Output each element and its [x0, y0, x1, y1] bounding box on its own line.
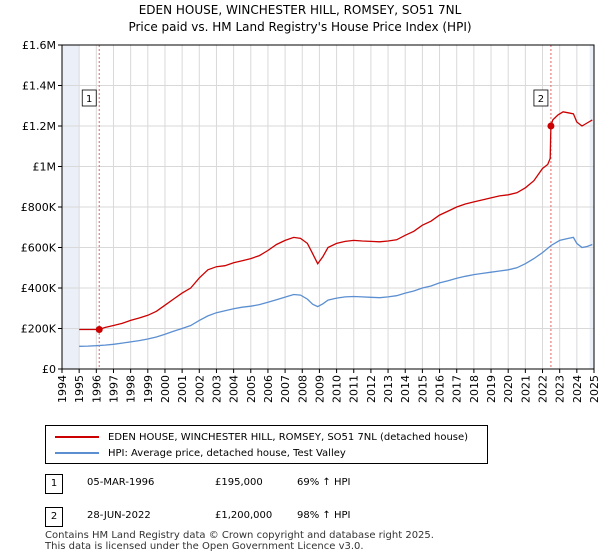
- sale-label-box: [81, 89, 97, 107]
- x-tick-label: 1996: [90, 375, 103, 403]
- chart-title: EDEN HOUSE, WINCHESTER HILL, ROMSEY, SO5…: [138, 3, 462, 17]
- x-tick-label: 2005: [245, 375, 258, 403]
- x-tick-label: 2016: [434, 375, 447, 403]
- sale-price: £195,000: [215, 477, 263, 488]
- chart-subtitle: Price paid vs. HM Land Registry's House …: [128, 20, 472, 34]
- y-tick-label: £1.6M: [22, 39, 56, 52]
- chart-legend: EDEN HOUSE, WINCHESTER HILL, ROMSEY, SO5…: [45, 425, 488, 464]
- x-tick-label: 2006: [262, 375, 275, 403]
- y-tick-label: £1.2M: [22, 120, 56, 133]
- x-tick-label: 2010: [331, 375, 344, 403]
- y-tick-label: £200K: [21, 323, 57, 336]
- x-tick-label: 2008: [296, 375, 309, 403]
- sale-price: £1,200,000: [215, 510, 273, 521]
- legend-item-property: EDEN HOUSE, WINCHESTER HILL, ROMSEY, SO5…: [46, 429, 468, 445]
- x-tick-label: 2021: [519, 375, 532, 403]
- property-price-line: [79, 111, 593, 331]
- sale-point: [95, 326, 103, 334]
- x-tick-label: 2015: [416, 375, 429, 403]
- sale-label-box: [533, 89, 549, 107]
- x-tick-label: 1995: [73, 375, 86, 403]
- footer-copyright: Contains HM Land Registry data © Crown c…: [45, 530, 434, 541]
- y-tick-label: £0: [42, 363, 56, 376]
- x-tick-label: 2020: [502, 375, 515, 403]
- x-tick-label: 2007: [279, 375, 292, 403]
- x-tick-label: 2017: [451, 375, 464, 403]
- sale-hpi-change: 69% ↑ HPI: [297, 477, 351, 488]
- x-tick-label: 2018: [468, 375, 481, 403]
- sale-label: 2: [538, 94, 544, 105]
- x-tick-label: 2019: [485, 375, 498, 403]
- x-tick-label: 1999: [142, 375, 155, 403]
- x-tick-label: 2003: [210, 375, 223, 403]
- x-tick-label: 2025: [588, 375, 600, 403]
- sale-row: 1 05-MAR-1996 £195,000 69% ↑ HPI: [45, 474, 445, 494]
- x-tick-label: 2001: [176, 375, 189, 403]
- legend-item-hpi: HPI: Average price, detached house, Test…: [46, 445, 346, 461]
- sale-label: 1: [86, 94, 92, 105]
- sale-date: 28-JUN-2022: [87, 510, 151, 521]
- property-line-swatch: [55, 436, 99, 438]
- footer-licence: This data is licensed under the Open Gov…: [45, 541, 364, 552]
- x-tick-label: 2024: [571, 375, 584, 403]
- x-tick-label: 2022: [537, 375, 550, 403]
- y-tick-label: £1.4M: [22, 80, 56, 93]
- x-tick-label: 2014: [399, 375, 412, 403]
- x-tick-label: 2012: [365, 375, 378, 403]
- legend-hpi-label: HPI: Average price, detached house, Test…: [108, 447, 346, 459]
- sale-date: 05-MAR-1996: [87, 477, 155, 488]
- x-tick-label: 1998: [125, 375, 138, 403]
- x-tick-label: 2013: [382, 375, 395, 403]
- price-chart: 1 2 £0 £200K £400K £600K £800K £1M £1.2M £1.4M £1.…: [21, 39, 600, 403]
- sale-hpi-change: 98% ↑ HPI: [297, 510, 351, 521]
- x-tick-label: 2002: [193, 375, 206, 403]
- y-tick-label: £400K: [21, 282, 57, 295]
- y-tick-label: £600K: [21, 242, 57, 255]
- footer: Contains HM Land Registry data © Crown c…: [45, 530, 434, 552]
- x-tick-label: 2000: [159, 375, 172, 403]
- hpi-line-swatch: [55, 452, 99, 454]
- x-tick-label: 1997: [107, 375, 120, 403]
- x-tick-label: 2004: [228, 375, 241, 403]
- legend-property-label: EDEN HOUSE, WINCHESTER HILL, ROMSEY, SO5…: [108, 431, 469, 443]
- sale-badge: 1: [45, 474, 63, 494]
- x-tick-label: 1994: [56, 375, 69, 403]
- x-tick-label: 2011: [348, 375, 361, 403]
- y-tick-label: £800K: [21, 201, 57, 214]
- sale-row: 2 28-JUN-2022 £1,200,000 98% ↑ HPI: [45, 507, 445, 527]
- y-tick-label: £1M: [33, 161, 57, 174]
- sale-point: [547, 122, 555, 130]
- sale-badge: 2: [45, 507, 63, 527]
- x-tick-label: 2023: [554, 375, 567, 403]
- hpi-line: [79, 236, 593, 347]
- x-tick-label: 2009: [313, 375, 326, 403]
